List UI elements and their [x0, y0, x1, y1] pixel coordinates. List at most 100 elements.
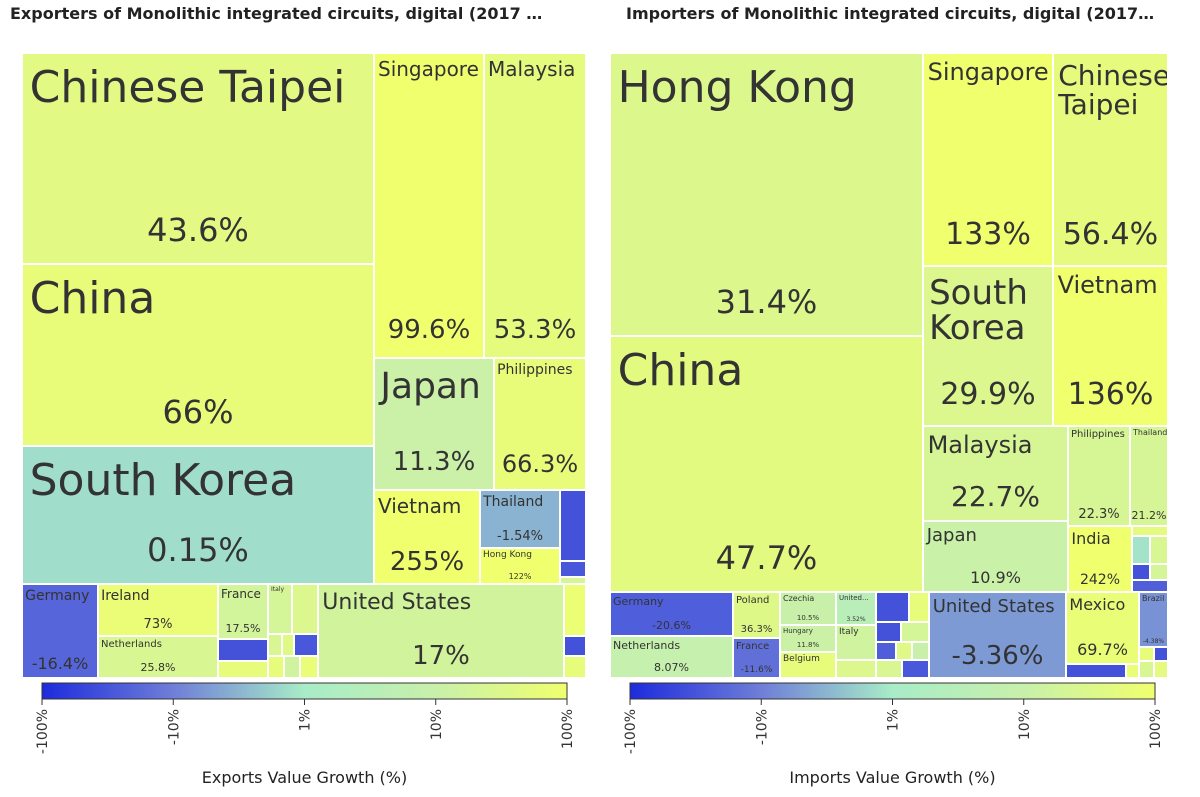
tile-unlabeled[interactable] [1132, 526, 1168, 536]
tile-value: 242% [1079, 571, 1121, 588]
tile-south-korea[interactable]: South Korea 29.9% [923, 266, 1053, 426]
tile-mexico[interactable]: Mexico 69.7% [1066, 592, 1139, 664]
tile-china[interactable]: China 47.7% [610, 336, 923, 592]
tile-unlabeled[interactable] [284, 656, 300, 678]
tile-japan[interactable]: Japan 11.3% [374, 358, 494, 490]
tile-name: Philippines [1071, 428, 1125, 440]
importers-panel: Importers of Monolithic integrated circu… [600, 0, 1200, 797]
tile-value: -1.54% [497, 528, 543, 544]
tile-south-korea[interactable]: South Korea 0.15% [22, 446, 374, 584]
tile-name: Mexico [1069, 595, 1126, 614]
tile-name: South Korea [929, 272, 1028, 349]
tile-germany[interactable]: Germany -16.4% [22, 584, 98, 678]
tile-unlabeled[interactable] [1150, 536, 1168, 564]
tile-unlabeled[interactable] [560, 490, 586, 561]
tile-brazil[interactable]: Brazil -4.38% [1139, 592, 1168, 647]
tile-unlabeled[interactable] [1132, 580, 1168, 592]
tile-poland[interactable]: Poland 36.3% [733, 592, 780, 638]
tile-unlabeled[interactable] [896, 642, 912, 660]
tile-italy[interactable]: Italy [268, 584, 292, 634]
tile-unlabeled[interactable] [560, 561, 586, 577]
tile-name: China [617, 345, 744, 396]
tile-vietnam[interactable]: Vietnam 136% [1053, 266, 1168, 426]
tile-malaysia[interactable]: Malaysia 53.3% [484, 53, 586, 358]
exports-colorbar: -100% -10% 1% 10% 100% [35, 682, 576, 754]
tile-unlabeled[interactable] [1132, 564, 1150, 580]
tile-ireland[interactable]: Ireland 73% [98, 584, 218, 636]
tile-hong-kong[interactable]: Hong Kong 122% [480, 548, 560, 584]
tile-singapore[interactable]: Singapore 133% [923, 53, 1053, 266]
tile-name: India [1071, 529, 1111, 548]
tile-name: Chinese Taipei [29, 62, 346, 113]
exporters-title: Exporters of Monolithic integrated circu… [10, 4, 543, 23]
tile-czechia[interactable]: Czechia 10.5% [780, 592, 836, 625]
tile-unlabeled[interactable] [292, 584, 318, 634]
tile-united-states[interactable]: United States 17% [318, 584, 564, 678]
tile-france[interactable]: France 17.5% [218, 584, 268, 639]
tile-name: Italy [271, 585, 285, 593]
tile-unlabeled[interactable] [564, 636, 586, 656]
tile-united-states[interactable]: United States -3.36% [929, 592, 1066, 678]
tile-name: United... [839, 593, 869, 602]
tile-unlabeled[interactable] [564, 584, 586, 636]
tile-unlabeled[interactable] [876, 642, 896, 660]
tile-unlabeled[interactable] [1132, 536, 1150, 564]
tile-unlabeled[interactable] [1154, 647, 1168, 661]
tile-unlabeled[interactable] [912, 642, 929, 660]
tile-value: -20.6% [652, 619, 691, 633]
tile-thailand[interactable]: Thailand -1.54% [480, 490, 560, 548]
tile-unlabeled[interactable] [268, 634, 282, 656]
tile-name: France [221, 587, 261, 601]
tile-unlabeled[interactable] [1154, 661, 1168, 678]
tile-unlabeled[interactable] [300, 656, 318, 678]
tile-unlabeled[interactable] [1066, 664, 1126, 678]
tile-unlabeled[interactable] [836, 660, 876, 678]
tile-malaysia[interactable]: Malaysia 22.7% [923, 426, 1068, 521]
tile-unlabeled[interactable] [1126, 664, 1139, 678]
tile-unlabeled[interactable] [1139, 661, 1154, 678]
tile-unlabeled[interactable] [876, 622, 901, 642]
tile-value: 8.07% [654, 661, 689, 675]
tile-italy[interactable]: Italy [836, 625, 876, 660]
tile-philippines[interactable]: Philippines 22.3% [1068, 426, 1130, 526]
tile-name: Germany [613, 594, 664, 608]
tile-unlabeled[interactable] [268, 656, 284, 678]
tile-unlabeled[interactable] [294, 634, 318, 656]
tile-unlabeled[interactable] [560, 577, 586, 584]
tile-singapore[interactable]: Singapore 99.6% [374, 53, 484, 358]
tile-china[interactable]: China 66% [22, 264, 374, 446]
tile-hungary[interactable]: Hungary 11.8% [780, 625, 836, 652]
tile-unlabeled[interactable] [876, 660, 902, 678]
tile-unlabeled[interactable] [282, 634, 294, 656]
tile-vietnam[interactable]: Vietnam 255% [374, 490, 480, 584]
tile-united[interactable]: United... 3.52% [836, 592, 876, 625]
tile-netherlands[interactable]: Netherlands 25.8% [98, 636, 218, 678]
tile-value: 73% [143, 616, 173, 632]
tile-value: 0.15% [147, 530, 249, 569]
tile-unlabeled[interactable] [218, 639, 268, 661]
tile-unlabeled[interactable] [1139, 647, 1154, 661]
tile-hong-kong[interactable]: Hong Kong 31.4% [610, 53, 923, 336]
tile-netherlands[interactable]: Netherlands 8.07% [610, 636, 733, 678]
tile-philippines[interactable]: Philippines 66.3% [494, 358, 586, 490]
tile-name: Vietnam [378, 494, 462, 518]
tile-unlabeled[interactable] [901, 622, 929, 642]
tile-unlabeled[interactable] [902, 660, 929, 678]
tile-unlabeled[interactable] [1150, 564, 1168, 580]
colorbar-tick-label: 100% [1148, 709, 1164, 749]
tile-france[interactable]: France -11.6% [733, 638, 780, 678]
tile-japan[interactable]: Japan 10.9% [923, 521, 1068, 592]
tile-belgium[interactable]: Belgium [780, 652, 836, 678]
tile-unlabeled[interactable] [909, 592, 929, 622]
tile-name: Italy [839, 627, 859, 638]
tile-germany[interactable]: Germany -20.6% [610, 592, 733, 636]
tile-unlabeled[interactable] [876, 592, 909, 622]
tile-india[interactable]: India 242% [1068, 526, 1132, 592]
tile-unlabeled[interactable] [564, 656, 586, 678]
tile-value: 136% [1067, 376, 1154, 412]
tile-value: 29.9% [940, 376, 1036, 412]
tile-thailand[interactable]: Thailand 21.2% [1130, 426, 1168, 526]
tile-chinese-taipei[interactable]: Chinese Taipei 56.4% [1053, 53, 1168, 266]
tile-chinese-taipei[interactable]: Chinese Taipei 43.6% [22, 53, 374, 264]
tile-unlabeled[interactable] [218, 661, 268, 678]
